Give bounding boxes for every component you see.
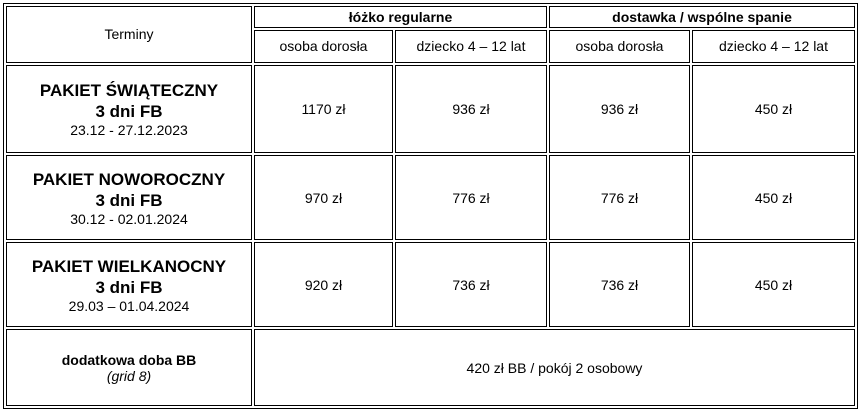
package-row: PAKIET NOWOROCZNY 3 dni FB 30.12 - 02.01.2… xyxy=(6,155,855,241)
price: 450 zł xyxy=(692,242,855,328)
package-dates: 23.12 - 27.12.2023 xyxy=(70,122,188,139)
package-dates: 29.03 – 01.04.2024 xyxy=(68,297,190,314)
package-name: PAKIET WIELKANOCNY xyxy=(31,256,227,276)
package-cell: PAKIET WIELKANOCNY 3 dni FB 29.03 – 01.04.… xyxy=(6,242,252,328)
extra-note: (grid 8) xyxy=(106,367,152,384)
price: 936 zł xyxy=(549,64,690,154)
package-sub: 3 dni FB xyxy=(95,102,163,122)
package-name: PAKIET ŚWIĄTECZNY xyxy=(39,81,219,101)
package-row: PAKIET ŚWIĄTECZNY 3 dni FB 23.12 - 27.12.2… xyxy=(6,64,855,154)
price: 776 zł xyxy=(549,155,690,241)
price: 920 zł xyxy=(254,242,393,328)
package-sub: 3 dni FB xyxy=(95,277,163,297)
extra-name: dodatkowa doba BB xyxy=(61,351,197,368)
price: 450 zł xyxy=(692,155,855,241)
price: 736 zł xyxy=(549,242,690,328)
group-header: łóżko regularne xyxy=(254,6,547,29)
price: 970 zł xyxy=(254,155,393,241)
extra-cell: dodatkowa doba BB (grid 8) xyxy=(6,329,252,406)
group-header: dostawka / wspólne spanie xyxy=(549,6,855,29)
price: 776 zł xyxy=(395,155,547,241)
price: 1170 zł xyxy=(254,64,393,154)
price: 736 zł xyxy=(395,242,547,328)
sub-header: dziecko 4 – 12 lat xyxy=(395,30,547,63)
price-table: Terminy łóżko regularne dostawka / wspól… xyxy=(3,3,858,409)
package-cell: PAKIET NOWOROCZNY 3 dni FB 30.12 - 02.01.2… xyxy=(6,155,252,241)
package-cell: PAKIET ŚWIĄTECZNY 3 dni FB 23.12 - 27.12.2… xyxy=(6,64,252,154)
package-dates: 30.12 - 02.01.2024 xyxy=(70,210,188,227)
package-name: PAKIET NOWOROCZNY xyxy=(32,169,226,189)
header-terminy: Terminy xyxy=(6,6,252,63)
package-sub: 3 dni FB xyxy=(95,190,163,210)
extra-price: 420 zł BB / pokój 2 osobowy xyxy=(254,329,855,406)
package-row: PAKIET WIELKANOCNY 3 dni FB 29.03 – 01.04.… xyxy=(6,242,855,328)
sub-header: osoba dorosła xyxy=(549,30,690,63)
sub-header: osoba dorosła xyxy=(254,30,393,63)
price: 936 zł xyxy=(395,64,547,154)
sub-header: dziecko 4 – 12 lat xyxy=(692,30,855,63)
price: 450 zł xyxy=(692,64,855,154)
